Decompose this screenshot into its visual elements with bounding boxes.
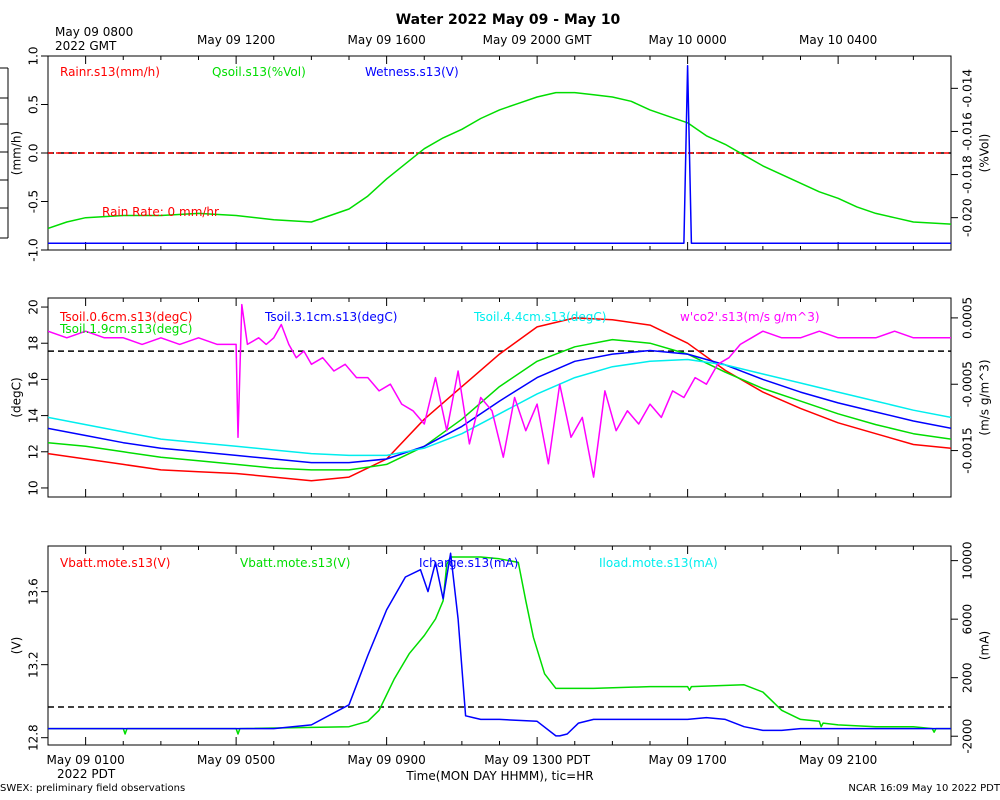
legend-entry: Tsoil.1.9cm.s13(degC) <box>59 322 193 336</box>
right-tick-label: 0.0005 <box>961 297 975 339</box>
panel-middle: 20 18 16 14 12 10 0.0005 -0.0005 -0.0015 (degC) (m… <box>10 297 992 498</box>
legend-entry: Wetness.s13(V) <box>365 65 459 79</box>
series-line <box>48 338 951 471</box>
annotation: Rain Rate: 0 mm/hr <box>102 205 219 219</box>
top-axis-first-label-line2: 2022 GMT <box>55 39 117 53</box>
series-line <box>48 349 951 464</box>
left-tick-label: 0.5 <box>27 95 41 114</box>
left-tick-label: 20 <box>27 299 41 314</box>
panel-top: 1.0 0.5 0.0 -0.5 -1.0 -0.014 -0.016 -0.018 -0.02… <box>0 46 992 262</box>
left-tick-label: 1.0 <box>27 46 41 65</box>
legend-entry: w'co2'.s13(m/s g/m^3) <box>680 310 820 324</box>
top-axis-label: May 09 1200 <box>197 33 275 47</box>
left-tick-label: 16 <box>27 372 41 387</box>
left-tick-label: 13.6 <box>27 578 41 605</box>
legend-entry: Iload.mote.s13(mA) <box>599 556 718 570</box>
left-tick-label: 13.2 <box>27 651 41 678</box>
top-axis-label: May 10 0400 <box>799 33 877 47</box>
top-axis-labels: May 09 1200 May 09 1600 May 09 2000 GMT May… <box>197 33 877 47</box>
series-group <box>48 552 951 737</box>
right-footnote: NCAR 16:09 May 10 2022 PDT <box>848 783 1000 794</box>
legend-entry: Tsoil.0.6cm.s13(degC) <box>59 310 193 324</box>
top-axis-label: May 09 2000 GMT <box>483 33 593 47</box>
y-axis-label-right: (%Vol) <box>978 134 992 173</box>
bottom-axis-labels: May 09 0100 May 09 0500 May 09 0900 May 09 … <box>47 753 878 767</box>
chart-title: Water 2022 May 09 - May 10 <box>396 12 621 28</box>
right-tick-label: -0.020 <box>961 198 975 237</box>
series-line <box>48 64 951 244</box>
series-line <box>48 317 951 482</box>
left-tick-label: 14 <box>27 408 41 423</box>
top-axis-first-label-line1: May 09 0800 <box>55 25 133 39</box>
bottom-axis-first-label-line2: 2022 PDT <box>57 767 116 781</box>
left-footnote: SWEX: preliminary field observations <box>0 783 185 794</box>
right-tick-label: -0.0005 <box>961 361 975 407</box>
right-tick-label: 2000 <box>961 662 975 693</box>
left-tick-label: 12.8 <box>27 724 41 751</box>
bottom-axis-label: May 09 0100 <box>47 753 125 767</box>
right-tick-label: -0.016 <box>961 112 975 151</box>
plot-frame <box>47 545 952 746</box>
panel-bottom: 13.6 13.2 12.8 10000 6000 2000 -2000 (V) (mA) Vba… <box>10 542 992 754</box>
series-line <box>48 91 951 230</box>
legend-entry: Rainr.s13(mm/h) <box>60 65 160 79</box>
right-tick-label: -0.014 <box>961 69 975 108</box>
y-axis-label-right: (mA) <box>978 631 992 660</box>
legend-entry: Qsoil.s13(%Vol) <box>212 65 306 79</box>
left-tick-label: 18 <box>27 336 41 351</box>
series-line <box>48 303 951 478</box>
right-tick-label: -0.018 <box>961 155 975 194</box>
left-tick-label: 12 <box>27 444 41 459</box>
right-tick-label: 10000 <box>961 542 975 580</box>
bottom-axis-label: May 09 1300 PDT <box>484 753 591 767</box>
legend-entry: Icharge.s13(mA) <box>419 556 518 570</box>
top-axis-label: May 09 1600 <box>348 33 426 47</box>
right-tick-label: 6000 <box>961 604 975 635</box>
y-axis-label-right: (m/s g/m^3) <box>978 359 992 435</box>
legend-entry: Vbatt.mote.s13(V) <box>60 556 170 570</box>
bottom-axis-label: May 09 1700 <box>649 753 727 767</box>
bottom-axis-label: May 09 0900 <box>348 753 426 767</box>
series-line <box>48 556 951 735</box>
legend-entry: Vbatt.mote.s13(V) <box>240 556 350 570</box>
right-tick-label: -2000 <box>961 719 975 754</box>
top-axis-label: May 10 0000 <box>649 33 727 47</box>
legend-entry: Tsoil.3.1cm.s13(degC) <box>264 310 398 324</box>
y-axis-label-left: (degC) <box>10 377 24 417</box>
bottom-axis-label: May 09 0500 <box>197 753 275 767</box>
left-tick-label: 0.0 <box>27 143 41 162</box>
legend-entry: Tsoil.4.4cm.s13(degC) <box>473 310 607 324</box>
left-tick-label: -1.0 <box>27 238 41 261</box>
x-axis-label: Time(MON DAY HHMM), tic=HR <box>405 769 593 783</box>
series-line <box>48 552 951 737</box>
y-axis-label-left: (mm/h) <box>10 131 24 175</box>
series-group <box>48 64 951 244</box>
right-tick-label: -0.0015 <box>961 427 975 473</box>
y-axis-label-left: (V) <box>10 637 24 655</box>
series-line <box>48 358 951 457</box>
left-tick-label: -0.5 <box>27 190 41 213</box>
left-tick-label: 10 <box>27 480 41 495</box>
bottom-axis-label: May 09 2100 <box>799 753 877 767</box>
series-group <box>48 303 951 482</box>
